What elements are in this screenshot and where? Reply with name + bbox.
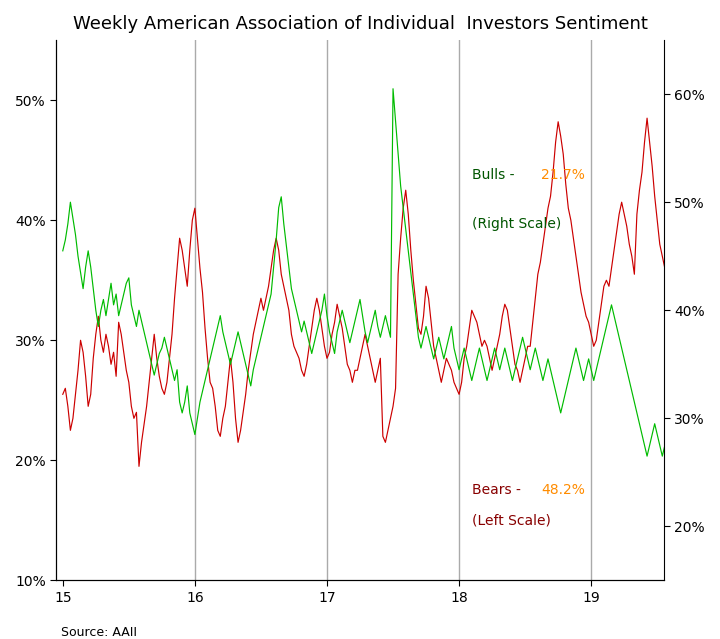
Text: Bears -: Bears - (472, 483, 526, 497)
Text: Source: AAII: Source: AAII (61, 626, 138, 639)
Text: (Left Scale): (Left Scale) (472, 513, 552, 527)
Text: 48.2%: 48.2% (541, 483, 585, 497)
Text: (Right Scale): (Right Scale) (472, 217, 562, 231)
Title: Weekly American Association of Individual  Investors Sentiment: Weekly American Association of Individua… (73, 15, 647, 33)
Text: Bulls -: Bulls - (472, 168, 519, 182)
Text: 21.7%: 21.7% (541, 168, 585, 182)
